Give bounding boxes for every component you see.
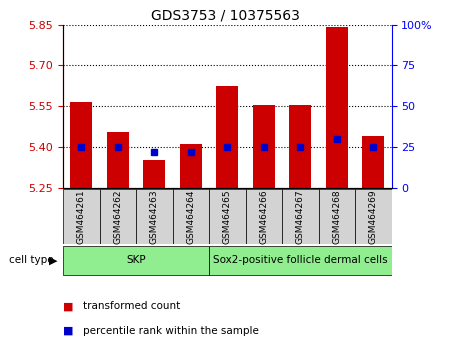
Bar — [289, 105, 311, 188]
Text: GSM464269: GSM464269 — [369, 189, 378, 244]
Text: GSM464261: GSM464261 — [77, 189, 86, 244]
FancyBboxPatch shape — [172, 189, 209, 244]
Bar — [180, 144, 202, 188]
Text: ▶: ▶ — [49, 255, 57, 265]
Text: GDS3753 / 10375563: GDS3753 / 10375563 — [151, 9, 299, 23]
FancyBboxPatch shape — [246, 189, 282, 244]
Bar — [70, 102, 92, 188]
Text: transformed count: transformed count — [83, 301, 180, 311]
FancyBboxPatch shape — [63, 246, 209, 275]
FancyBboxPatch shape — [99, 189, 136, 244]
Bar — [216, 86, 238, 188]
Bar — [326, 28, 348, 188]
FancyBboxPatch shape — [136, 189, 172, 244]
Text: Sox2-positive follicle dermal cells: Sox2-positive follicle dermal cells — [213, 255, 387, 265]
Bar — [107, 132, 129, 188]
Text: GSM464264: GSM464264 — [186, 190, 195, 244]
Bar — [143, 160, 165, 188]
FancyBboxPatch shape — [282, 189, 319, 244]
Text: ■: ■ — [63, 301, 73, 311]
Text: GSM464265: GSM464265 — [223, 189, 232, 244]
FancyBboxPatch shape — [209, 246, 392, 275]
Bar — [253, 105, 274, 188]
Text: cell type: cell type — [9, 255, 54, 265]
Text: GSM464267: GSM464267 — [296, 189, 305, 244]
FancyBboxPatch shape — [209, 189, 246, 244]
Text: ■: ■ — [63, 326, 73, 336]
Text: GSM464263: GSM464263 — [150, 189, 159, 244]
FancyBboxPatch shape — [63, 189, 99, 244]
Text: GSM464262: GSM464262 — [113, 190, 122, 244]
FancyBboxPatch shape — [355, 189, 392, 244]
Bar — [362, 136, 384, 188]
Text: percentile rank within the sample: percentile rank within the sample — [83, 326, 259, 336]
Text: SKP: SKP — [126, 255, 146, 265]
FancyBboxPatch shape — [319, 189, 355, 244]
Text: GSM464268: GSM464268 — [332, 189, 341, 244]
Text: GSM464266: GSM464266 — [259, 189, 268, 244]
